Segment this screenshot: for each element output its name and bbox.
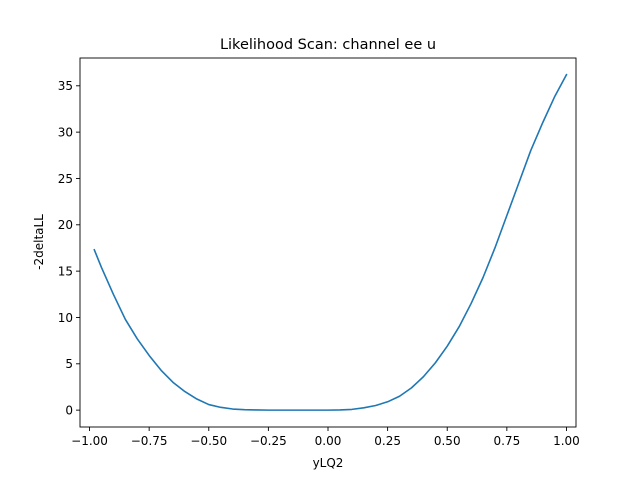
y-tick-label: 5 [65,357,73,371]
x-tick-label: −0.75 [131,434,168,448]
x-tick-label: 0.75 [493,434,520,448]
x-tick-label: 0.25 [374,434,401,448]
x-axis-label: yLQ2 [313,456,344,470]
x-tick-label: −1.00 [71,434,108,448]
x-tick-label: 0.00 [315,434,342,448]
x-axis-ticks: −1.00 −0.75 −0.50 −0.25 0.00 0.25 0.50 0.75 1.00 [71,427,580,448]
y-tick-label: 35 [58,79,73,93]
y-tick-label: 10 [58,311,73,325]
x-tick-label: 1.00 [553,434,580,448]
x-tick-label: −0.50 [190,434,227,448]
y-axis-ticks: 0 5 10 15 20 25 30 35 [58,79,80,417]
y-tick-label: 25 [58,172,73,186]
x-tick-label: −0.25 [250,434,287,448]
series-line [93,73,568,411]
y-axis-label: -2deltaLL [32,214,46,270]
y-tick-label: 30 [58,125,73,139]
y-tick-label: 0 [65,403,73,417]
y-tick-label: 15 [58,264,73,278]
chart-title: Likelihood Scan: channel ee u [220,37,436,53]
y-tick-label: 20 [58,218,73,232]
x-tick-label: 0.50 [434,434,461,448]
